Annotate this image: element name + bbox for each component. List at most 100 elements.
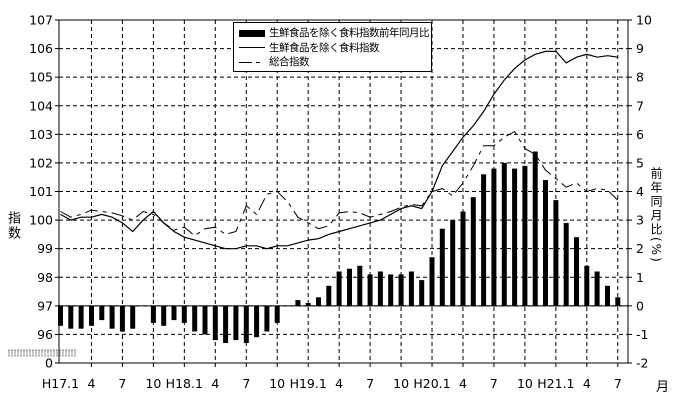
bar xyxy=(450,220,456,306)
x-axis-tick-label: 4 xyxy=(335,376,343,391)
bar xyxy=(295,300,301,306)
food-index-line xyxy=(60,50,618,250)
bar xyxy=(305,303,311,306)
bar xyxy=(274,305,280,323)
bar xyxy=(150,305,156,323)
legend-item-solid-line-series: 生鮮食品を除く食料指数 xyxy=(239,41,427,55)
left-axis-tick-label: 102 xyxy=(29,155,53,170)
left-axis-tick-label: 98 xyxy=(37,270,53,285)
bar xyxy=(377,271,383,306)
bar xyxy=(336,271,342,306)
right-axis-tick-label: 9 xyxy=(636,41,644,56)
bar xyxy=(491,168,497,306)
right-axis-tick-label: -1 xyxy=(636,327,648,342)
right-axis-tick-label: 4 xyxy=(636,184,644,199)
bar xyxy=(254,305,260,338)
x-axis-tick-label: H17.1 xyxy=(42,376,79,391)
x-axis-unit-label: 月 xyxy=(656,380,670,395)
legend-item-bar-series: 生鮮食品を除く食料指数前年同月比 xyxy=(239,26,430,40)
bar xyxy=(594,271,600,306)
bar xyxy=(367,274,373,306)
legend-label-dashed-line-series: 総合指数 xyxy=(269,56,310,68)
bar xyxy=(347,268,352,306)
right-axis-tick-label: 1 xyxy=(636,270,644,285)
x-axis-tick-label: 7 xyxy=(366,376,374,391)
right-axis-tick-label: 6 xyxy=(636,127,644,142)
right-axis-tick-label: 5 xyxy=(636,155,644,170)
bar xyxy=(574,237,579,306)
bar xyxy=(223,305,229,343)
x-axis-tick-label: 7 xyxy=(118,376,126,391)
right-axis-tick-label: 8 xyxy=(636,70,644,85)
bar xyxy=(398,274,404,306)
x-axis-tick-label: H19.1 xyxy=(290,376,327,391)
bar xyxy=(543,180,548,306)
right-axis-tick-label: 0 xyxy=(636,298,644,313)
bar xyxy=(326,285,332,306)
bar xyxy=(99,305,105,321)
x-axis-tick-label: 7 xyxy=(490,376,498,391)
overall-index-line xyxy=(60,130,619,237)
right-axis-title: 前年同月比(%) xyxy=(649,167,663,264)
bar xyxy=(532,151,538,306)
bar xyxy=(181,305,187,323)
left-axis-tick-label: 101 xyxy=(29,184,53,199)
bar xyxy=(388,274,394,306)
x-axis-tick-label: 4 xyxy=(211,376,219,391)
bar xyxy=(89,305,94,326)
legend-label-solid-line-series: 生鮮食品を除く食料指数 xyxy=(269,41,380,54)
bar xyxy=(481,174,487,306)
x-axis-tick-label: 4 xyxy=(459,376,467,391)
x-axis-tick-label: H21.1 xyxy=(537,376,574,391)
right-axis-tick-label: 2 xyxy=(636,241,644,256)
bar xyxy=(130,305,136,329)
bar xyxy=(419,280,425,306)
legend-label-bar-series: 生鮮食品を除く食料指数前年同月比 xyxy=(269,27,430,39)
bar xyxy=(78,305,84,329)
left-axis-tick-label: 105 xyxy=(29,70,53,85)
left-axis-title: 指数 xyxy=(5,211,20,241)
legend-bar-swatch xyxy=(239,29,265,37)
bar xyxy=(553,200,559,306)
bar xyxy=(615,297,621,306)
legend-solid-line-swatch xyxy=(239,47,265,48)
bar xyxy=(212,305,218,341)
x-axis-tick-label: 4 xyxy=(88,376,96,391)
bar xyxy=(171,305,177,321)
bar xyxy=(233,305,239,341)
bar xyxy=(470,197,476,306)
bar xyxy=(192,305,198,332)
bar xyxy=(202,305,208,335)
bar xyxy=(584,265,590,306)
bar xyxy=(58,305,63,326)
x-axis-tick-label: 10 xyxy=(393,376,409,391)
left-axis-tick-label: 107 xyxy=(29,13,53,28)
bar xyxy=(264,305,270,332)
legend-dashed-line-swatch xyxy=(239,61,265,63)
x-axis-tick-label: H18.1 xyxy=(166,376,203,391)
x-axis-tick-label: 7 xyxy=(242,376,250,391)
left-axis-tick-label: 99 xyxy=(37,241,53,256)
left-axis-tick-label: 103 xyxy=(29,127,53,142)
x-axis-tick-label: 7 xyxy=(614,376,622,391)
bar xyxy=(429,257,435,306)
bar xyxy=(243,305,249,343)
x-axis-tick-label: 10 xyxy=(145,376,161,391)
bar xyxy=(357,265,363,306)
right-axis-tick-label: 10 xyxy=(636,13,652,28)
right-axis-tick-label: 7 xyxy=(636,98,644,113)
bar xyxy=(119,305,125,332)
left-axis-tick-label: 106 xyxy=(29,41,53,56)
legend-item-dashed-line-series: 総合指数 xyxy=(239,55,427,69)
left-axis-tick-label: 104 xyxy=(29,98,53,113)
right-axis-tick-label: 3 xyxy=(636,213,644,228)
bar xyxy=(68,305,74,329)
bar xyxy=(605,285,610,306)
bar xyxy=(408,271,414,306)
x-axis-tick-label: 4 xyxy=(583,376,591,391)
right-axis-tick-label: -2 xyxy=(636,356,648,371)
bar xyxy=(512,168,518,306)
bar xyxy=(460,211,466,306)
